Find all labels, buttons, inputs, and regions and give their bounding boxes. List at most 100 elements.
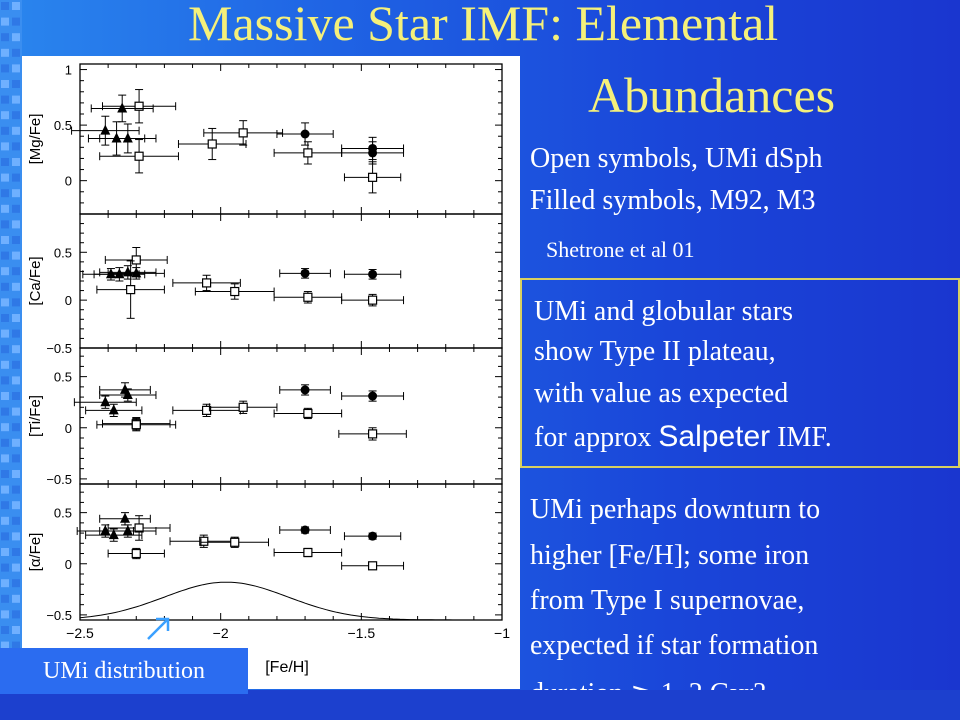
data-point-filled-circle (368, 148, 378, 158)
strip-square (1, 626, 9, 634)
y-axis-label: [Mg/Fe] (27, 114, 44, 165)
x-tick-label: −2.5 (66, 625, 94, 641)
y-tick-label: −0.5 (46, 472, 72, 487)
strip-square (12, 80, 20, 88)
data-point-open-square (134, 151, 144, 161)
y-tick-label: 0.5 (54, 370, 72, 385)
strip-square (1, 392, 9, 400)
strip-square (12, 392, 20, 400)
strip-square (12, 532, 20, 541)
data-point-filled-circle (300, 268, 310, 278)
strip-square (12, 2, 20, 10)
strip-square (1, 2, 9, 10)
data-point-filled-triangle (108, 404, 119, 415)
strip-square (1, 48, 9, 57)
data-point-filled-triangle (122, 132, 133, 143)
data-point-open-square (131, 420, 141, 430)
data-point-open-square (367, 561, 378, 571)
panel-frame (79, 213, 503, 349)
strip-square (12, 17, 20, 26)
strip-square (1, 111, 9, 120)
strip-square (1, 594, 9, 603)
strip-square (12, 345, 20, 354)
box-line-4-prefix: for approx (534, 422, 659, 453)
data-point-filled-triangle (111, 132, 122, 143)
strip-square (1, 454, 9, 463)
highlight-box: UMi and globular stars show Type II plat… (520, 278, 960, 468)
strip-square (1, 251, 9, 260)
x-tick-label: −1.5 (348, 625, 376, 641)
paragraph-line-1: UMi perhaps downturn to (530, 494, 821, 525)
paragraph-line-2: higher [Fe/H]; some iron (530, 540, 810, 571)
data-point-open-square (131, 548, 141, 559)
strip-square (12, 641, 20, 650)
legend-open-symbols: Open symbols, UMi dSph (530, 143, 823, 174)
data-point-open-square (202, 405, 212, 415)
strip-square (1, 360, 9, 369)
strip-square (12, 626, 20, 634)
strip-square (12, 360, 20, 369)
strip-square (1, 423, 9, 432)
x-tick-label: −1 (494, 625, 510, 641)
data-point-open-square (207, 139, 217, 149)
strip-square (12, 95, 20, 104)
strip-square (12, 610, 20, 619)
y-tick-label: 0.5 (54, 506, 72, 521)
strip-square (12, 204, 20, 213)
strip-square (12, 158, 20, 166)
data-point-filled-triangle (122, 525, 133, 536)
salpeter-word: Salpeter (658, 420, 771, 453)
strip-square (12, 548, 20, 556)
strip-square (12, 236, 20, 244)
box-line-2: show Type II plateau, (534, 336, 776, 367)
y-axis-label: [Ti/Fe] (27, 395, 44, 437)
strip-square (1, 204, 9, 213)
strip-square (12, 33, 20, 42)
strip-square (1, 501, 9, 510)
strip-square (12, 516, 20, 525)
data-point-filled-circle (300, 385, 310, 395)
citation: Shetrone et al 01 (546, 237, 695, 262)
data-point-open-square (134, 523, 144, 533)
strip-square (1, 142, 9, 151)
strip-square (1, 641, 9, 650)
strip-square (12, 423, 20, 432)
box-line-1: UMi and globular stars (534, 296, 793, 327)
strip-square (12, 48, 20, 57)
data-point-open-square (367, 429, 378, 439)
strip-square (1, 610, 9, 619)
strip-square (1, 470, 9, 478)
strip-square (1, 189, 9, 198)
strip-square (1, 314, 9, 322)
strip-square (1, 438, 9, 447)
y-tick-label: 0 (65, 174, 72, 189)
strip-square (1, 548, 9, 556)
abundance-chart: 1 0.5 0 [Mg/Fe] 0.5 0 −0.5 [Ca/Fe] 0.5 0 −0.5 [Ti/F… (27, 63, 510, 676)
data-point-filled-triangle (108, 529, 119, 540)
strip-square (1, 33, 9, 42)
strip-square (12, 470, 20, 478)
data-point-filled-triangle (100, 525, 111, 536)
data-point-filled-circle (368, 391, 378, 401)
data-point-open-square (202, 278, 212, 288)
paragraph-line-3: from Type I supernovae, (530, 585, 805, 616)
decorative-square-strip (0, 0, 22, 720)
panel-frame (79, 347, 503, 485)
strip-square (1, 95, 9, 104)
strip-square (12, 126, 20, 135)
strip-square (1, 516, 9, 525)
strip-square (12, 407, 20, 416)
panel-frame (79, 483, 503, 621)
strip-square (12, 189, 20, 198)
y-tick-label: −0.5 (46, 341, 72, 356)
strip-square (1, 532, 9, 541)
data-point-filled-triangle (131, 267, 142, 278)
data-point-open-square (131, 255, 141, 265)
strip-square (1, 173, 9, 182)
strip-square (12, 329, 20, 338)
data-point-open-square (238, 128, 248, 138)
strip-square (12, 563, 20, 572)
box-line-3: with value as expected (534, 378, 789, 409)
strip-square (1, 485, 9, 494)
data-point-filled-circle (300, 129, 310, 139)
